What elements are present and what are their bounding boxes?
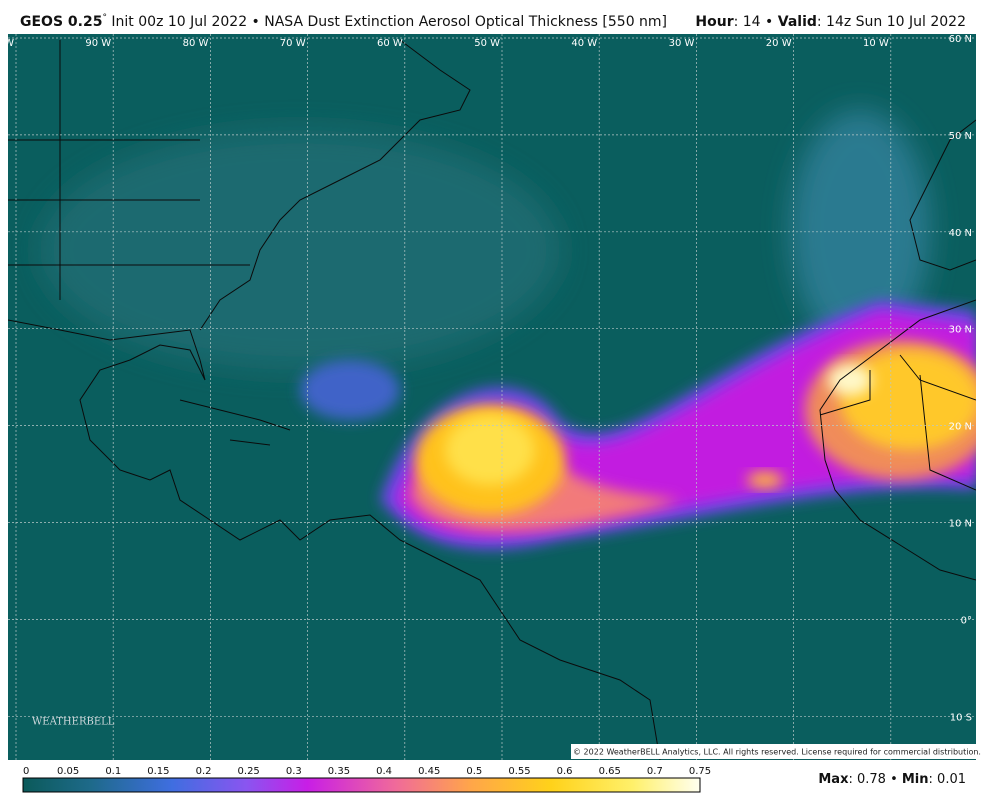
colorbar-tick-label: 0.3	[286, 766, 302, 777]
colorbar-tick-label: 0	[23, 766, 29, 777]
aerosol-field	[40, 110, 976, 550]
longitude-label: 20 W	[766, 38, 792, 49]
colorbar-tick-label: 0.7	[647, 766, 663, 777]
text-segment: : 0.01	[929, 772, 966, 787]
colorbar-tick-label: 0.1	[105, 766, 121, 777]
latitude-label: 20 N	[949, 422, 972, 433]
header-left: GEOS 0.25° Init 00z 10 Jul 2022 • NASA D…	[20, 13, 667, 31]
latitude-label: 10 S	[950, 712, 972, 723]
copyright-box	[571, 744, 976, 759]
min-max: Max: 0.78 • Min: 0.01	[818, 772, 966, 787]
longitude-label: 70 W	[280, 38, 306, 49]
text-segment: Max	[818, 772, 849, 787]
text-segment: : 14z Sun 10 Jul 2022	[817, 14, 966, 30]
colorbar-tick-label: 0.25	[238, 766, 260, 777]
colorbar-tick-label: 0.05	[57, 766, 79, 777]
latitude-label: 10 N	[949, 519, 972, 530]
colorbar-tick-label: 0.35	[328, 766, 350, 777]
text-segment: Min	[902, 772, 929, 787]
longitude-label: 40 W	[571, 38, 597, 49]
text-segment: °	[102, 13, 107, 23]
colorbar-tick-label: 0.2	[196, 766, 212, 777]
latitude-label: 30 N	[949, 325, 972, 336]
text-segment: : 0.78 •	[848, 772, 901, 787]
longitude-label: 00 W	[0, 38, 14, 49]
longitude-label: 90 W	[85, 38, 111, 49]
text-segment: Hour	[695, 14, 733, 30]
text-segment: Init 00z 10 Jul 2022 • NASA Dust Extinct…	[107, 14, 667, 30]
colorbar-tick-label: 0.4	[376, 766, 392, 777]
map: 00 W 90 W 80 W 70 W 60 W 50 W 40 W 30 W 20 W 10 W…	[0, 34, 976, 760]
latitude-label: 50 N	[949, 131, 972, 142]
header-right: Hour: 14 • Valid: 14z Sun 10 Jul 2022	[695, 14, 966, 30]
text-segment: : 14 •	[734, 14, 778, 30]
graticule: 00 W 90 W 80 W 70 W 60 W 50 W 40 W 30 W 20 W 10 W…	[0, 34, 976, 760]
colorbar-tick-label: 0.15	[147, 766, 169, 777]
longitude-label: 50 W	[474, 38, 500, 49]
colorbar-tick-label: 0.6	[557, 766, 573, 777]
latitude-label: 60 N	[949, 34, 972, 45]
longitude-label: 60 W	[377, 38, 403, 49]
longitude-label: 30 W	[669, 38, 695, 49]
colorbar-tick-label: 0.45	[418, 766, 440, 777]
colorbar-tick-label: 0.5	[466, 766, 482, 777]
logo-mark: WEATHERBELL	[32, 717, 115, 728]
text-segment: GEOS 0.25	[20, 14, 102, 30]
colorbar-tick-label: 0.65	[599, 766, 621, 777]
copyright: © 2022 WeatherBELL Analytics, LLC. All r…	[573, 748, 981, 757]
longitude-label: 80 W	[183, 38, 209, 49]
text-segment: Valid	[778, 14, 817, 30]
colorbar	[22, 777, 701, 793]
colorbar-tick-label: 0.75	[689, 766, 711, 777]
longitude-label: 10 W	[863, 38, 889, 49]
coastlines	[8, 39, 976, 760]
latitude-label: 0°	[961, 615, 972, 626]
latitude-label: 40 N	[949, 228, 972, 239]
colorbar-tick-label: 0.55	[508, 766, 530, 777]
